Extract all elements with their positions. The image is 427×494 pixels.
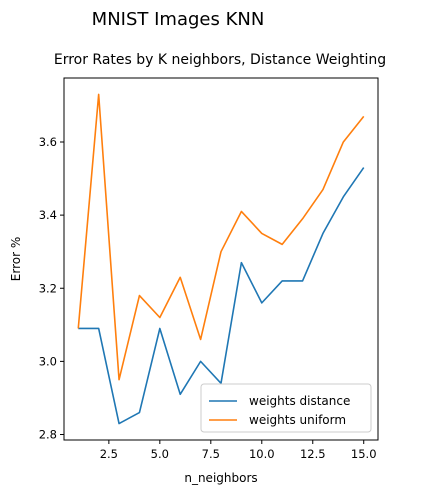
x-tick-label: 2.5 [100,447,118,461]
series-line-1 [78,167,365,425]
y-tick-label: 3.2 [39,281,57,295]
series-layer [77,93,365,425]
chart-title: Error Rates by K neighbors, Distance Wei… [54,52,386,68]
x-tick-label: 12.5 [300,447,326,461]
legend: weights distance weights uniform [200,383,372,433]
y-tick-label: 2.8 [39,428,57,442]
x-axis: 2.5 5.0 7.5 10.0 12.5 15.0 [100,440,377,461]
y-axis: 2.8 3.0 3.2 3.4 3.6 [39,135,64,442]
legend-label: weights distance [249,394,350,408]
legend-label: weights uniform [249,413,346,427]
series-line-2 [77,93,365,381]
x-tick-label: 15.0 [351,447,377,461]
y-axis-label: Error % [9,237,23,281]
x-tick-label: 10.0 [249,447,275,461]
x-axis-label: n_neighbors [184,471,257,485]
y-tick-label: 3.0 [39,354,57,368]
figure-suptitle: MNIST Images KNN [92,9,265,30]
legend-items: weights distance weights uniform [209,394,350,427]
y-tick-label: 3.6 [39,135,57,149]
plot-frame [63,77,379,441]
x-tick-label: 7.5 [202,447,220,461]
legend-box [200,383,372,433]
y-tick-label: 3.4 [39,208,57,222]
x-tick-label: 5.0 [151,447,169,461]
